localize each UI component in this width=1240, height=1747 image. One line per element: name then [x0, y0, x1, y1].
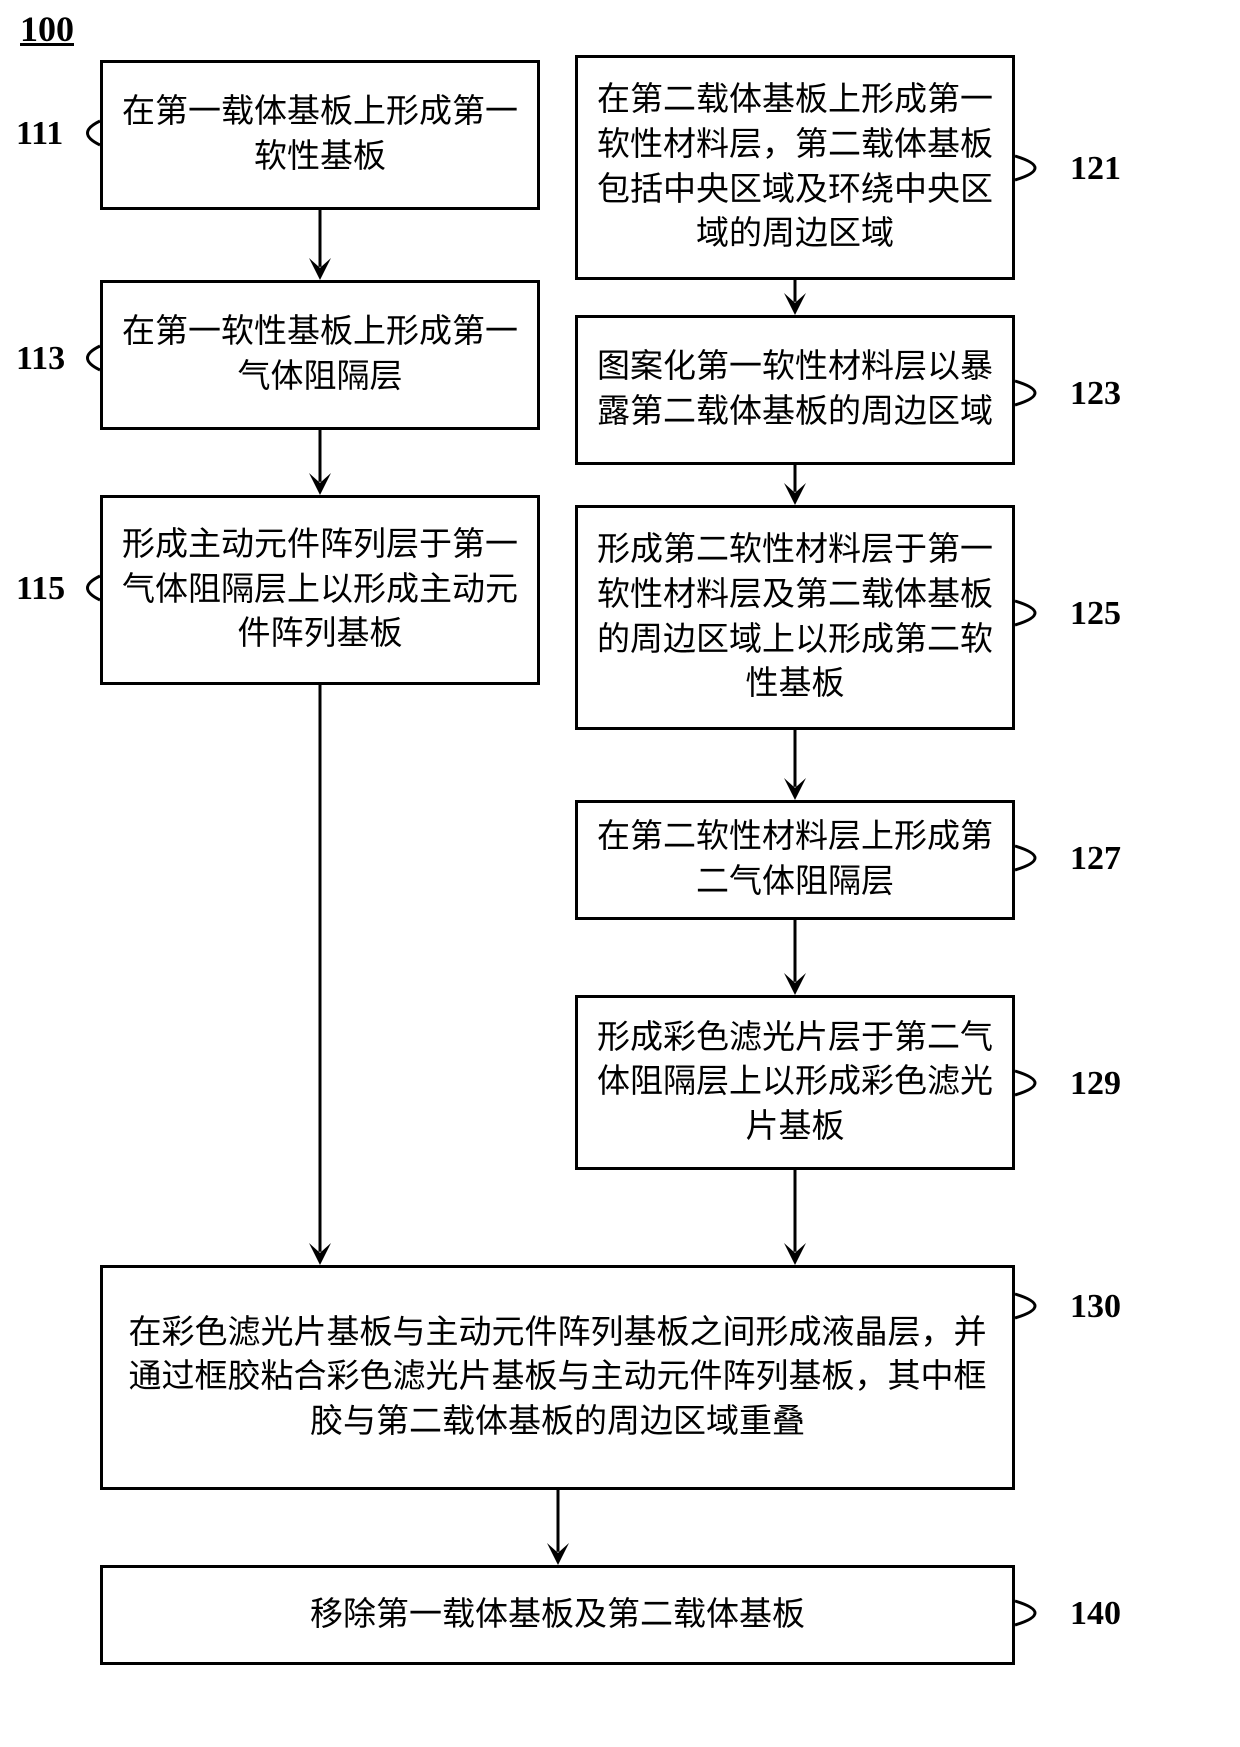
- step-115-text: 形成主动元件阵列层于第一气体阻隔层上以形成主动元件阵列基板: [115, 523, 525, 657]
- figure-number: 100: [20, 8, 74, 50]
- ref-140: 140: [1070, 1595, 1121, 1633]
- step-127-box: 在第二软性材料层上形成第二气体阻隔层: [575, 800, 1015, 920]
- step-121-box: 在第二载体基板上形成第一软性材料层，第二载体基板包括中央区域及环绕中央区域的周边…: [575, 55, 1015, 280]
- step-125-box: 形成第二软性材料层于第一软性材料层及第二载体基板的周边区域上以形成第二软性基板: [575, 505, 1015, 730]
- step-113-box: 在第一软性基板上形成第一气体阻隔层: [100, 280, 540, 430]
- step-140-box: 移除第一载体基板及第二载体基板: [100, 1565, 1015, 1665]
- step-111-box: 在第一载体基板上形成第一软性基板: [100, 60, 540, 210]
- ref-115: 115: [16, 570, 65, 608]
- step-140-text: 移除第一载体基板及第二载体基板: [310, 1593, 805, 1638]
- ref-130: 130: [1070, 1288, 1121, 1326]
- step-111-text: 在第一载体基板上形成第一软性基板: [115, 90, 525, 179]
- step-130-text: 在彩色滤光片基板与主动元件阵列基板之间形成液晶层，并通过框胶粘合彩色滤光片基板与…: [115, 1311, 1000, 1445]
- ref-121: 121: [1070, 150, 1121, 188]
- ref-111: 111: [16, 115, 63, 153]
- step-127-text: 在第二软性材料层上形成第二气体阻隔层: [590, 815, 1000, 904]
- step-130-box: 在彩色滤光片基板与主动元件阵列基板之间形成液晶层，并通过框胶粘合彩色滤光片基板与…: [100, 1265, 1015, 1490]
- ref-125: 125: [1070, 595, 1121, 633]
- step-113-text: 在第一软性基板上形成第一气体阻隔层: [115, 310, 525, 399]
- ref-129: 129: [1070, 1065, 1121, 1103]
- step-123-text: 图案化第一软性材料层以暴露第二载体基板的周边区域: [590, 345, 1000, 434]
- ref-113: 113: [16, 340, 65, 378]
- step-121-text: 在第二载体基板上形成第一软性材料层，第二载体基板包括中央区域及环绕中央区域的周边…: [590, 78, 1000, 256]
- step-123-box: 图案化第一软性材料层以暴露第二载体基板的周边区域: [575, 315, 1015, 465]
- step-125-text: 形成第二软性材料层于第一软性材料层及第二载体基板的周边区域上以形成第二软性基板: [590, 528, 1000, 706]
- step-129-text: 形成彩色滤光片层于第二气体阻隔层上以形成彩色滤光片基板: [590, 1016, 1000, 1150]
- step-129-box: 形成彩色滤光片层于第二气体阻隔层上以形成彩色滤光片基板: [575, 995, 1015, 1170]
- step-115-box: 形成主动元件阵列层于第一气体阻隔层上以形成主动元件阵列基板: [100, 495, 540, 685]
- ref-127: 127: [1070, 840, 1121, 878]
- ref-123: 123: [1070, 375, 1121, 413]
